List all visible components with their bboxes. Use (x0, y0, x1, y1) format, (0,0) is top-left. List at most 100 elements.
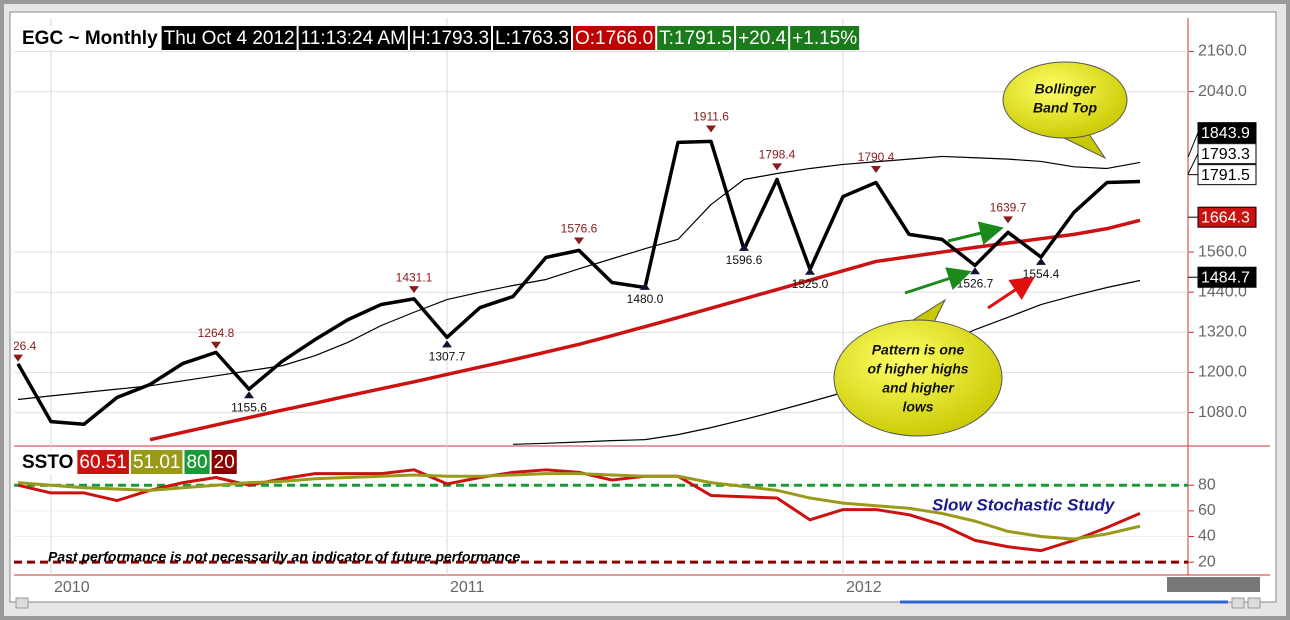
y-tick-label: 1560.0 (1198, 243, 1247, 260)
callout-text: and higher (882, 380, 955, 396)
series-line (512, 279, 1141, 445)
y-tick-label: 1320.0 (1198, 324, 1247, 341)
pivot-marker (244, 391, 254, 399)
callout-text: Bollinger (1035, 81, 1097, 97)
price-marker-box (1197, 164, 1257, 186)
pivot-label: 1264.8 (198, 326, 235, 340)
price-marker-label: 1791.5 (1201, 167, 1250, 184)
x-tick-label: 2011 (450, 579, 485, 596)
arrow (987, 276, 1035, 310)
header-text: EGC ~ Monthly (22, 28, 158, 49)
y-tick-label: 40 (1198, 528, 1216, 545)
pivot-label: 1307.7 (429, 350, 466, 364)
callout-bubble (1002, 61, 1128, 139)
header-box (298, 26, 408, 50)
price-marker-label: 1484.7 (1201, 269, 1250, 286)
scroll-button[interactable] (15, 597, 29, 609)
header-text: +20.4 (738, 28, 787, 49)
pivot-label: 1639.7 (990, 201, 1027, 215)
study-label: Slow Stochastic Study (932, 495, 1116, 514)
pivot-label: 1431.1 (396, 270, 433, 284)
callout-text: lows (902, 399, 933, 415)
y-tick-label: 80 (1198, 476, 1216, 493)
pivot-label: 1226.4 (0, 339, 37, 353)
header-box (736, 26, 789, 50)
price-marker-label: 1843.9 (1201, 125, 1250, 142)
pivot-marker (739, 243, 749, 251)
pivot-marker (871, 166, 881, 174)
y-tick-label: 2040.0 (1198, 83, 1247, 100)
header-box (184, 450, 210, 474)
y-tick-label: 60 (1198, 502, 1216, 519)
pivot-marker (1003, 216, 1013, 224)
header-box (493, 26, 571, 50)
price-marker-box (1197, 122, 1257, 144)
price-marker-label: 1793.3 (1201, 146, 1250, 163)
pivot-marker (970, 267, 980, 275)
price-marker-box (1197, 206, 1257, 228)
pivot-marker (409, 286, 419, 294)
header-text: +1.15% (792, 28, 857, 49)
pivot-label: 1576.6 (561, 222, 598, 236)
y-tick-label: 2160.0 (1198, 43, 1247, 60)
header-box (573, 26, 656, 50)
disclaimer: Past performance is not necessarily an i… (48, 549, 520, 565)
x-tick-label: 2012 (846, 579, 882, 596)
header-text: 11:13:24 AM (301, 28, 406, 49)
header-text: L:1763.3 (495, 28, 569, 49)
marker-connector (1187, 153, 1199, 175)
series-line (16, 139, 1141, 427)
y-tick-label: 1080.0 (1198, 404, 1247, 421)
marker-connector (1187, 132, 1199, 158)
pivot-label: 1526.7 (957, 276, 994, 290)
series-line (149, 218, 1141, 442)
pivot-label: 1798.4 (759, 148, 796, 162)
header-box (20, 450, 76, 474)
pivot-marker (211, 341, 221, 349)
callout-text: Band Top (1033, 100, 1097, 116)
arrow (904, 267, 972, 295)
callout-text: Pattern is one (872, 342, 965, 358)
price-marker-label: 1664.3 (1201, 209, 1250, 226)
pivot-label: 1790.4 (858, 150, 895, 164)
header-box (77, 450, 129, 474)
header-text: H:1793.3 (412, 28, 489, 49)
header-box (211, 450, 237, 474)
header-text: 60.51 (79, 452, 127, 473)
pivot-marker (805, 267, 815, 275)
pivot-label: 1911.6 (693, 110, 729, 124)
pivot-label: 1480.0 (627, 292, 664, 306)
pivot-label: 1525.0 (792, 277, 829, 291)
series-line (17, 472, 1141, 541)
pivot-marker (1036, 257, 1046, 265)
price-marker-box (1197, 143, 1257, 165)
callout-bubble (833, 319, 1003, 437)
scroll-thumb[interactable] (1167, 577, 1260, 592)
header-text: Thu Oct 4 2012 (164, 28, 295, 49)
header-text: SSTO (22, 452, 73, 473)
header-box (130, 450, 183, 474)
header-text: O:1766.0 (575, 28, 653, 49)
pivot-marker (640, 282, 650, 290)
arrow (947, 221, 1004, 245)
price-marker-box (1197, 266, 1257, 288)
header-box (20, 26, 160, 50)
header-text: 51.01 (133, 452, 181, 473)
pivot-marker (14, 354, 23, 362)
pivot-marker (574, 237, 584, 245)
pivot-label: 1554.4 (1023, 267, 1060, 281)
header-text: 20 (214, 452, 235, 473)
callout-text: of higher highs (867, 361, 968, 377)
header-text: T:1791.5 (659, 28, 732, 49)
x-tick-label: 2010 (54, 579, 90, 596)
scroll-button[interactable] (1231, 597, 1245, 609)
header-box (657, 26, 735, 50)
scroll-button[interactable] (1247, 597, 1261, 609)
header-box (790, 26, 860, 50)
header-box (409, 26, 492, 50)
pivot-label: 1596.6 (726, 253, 763, 267)
pivot-marker (706, 125, 716, 133)
header-text: 80 (186, 452, 207, 473)
